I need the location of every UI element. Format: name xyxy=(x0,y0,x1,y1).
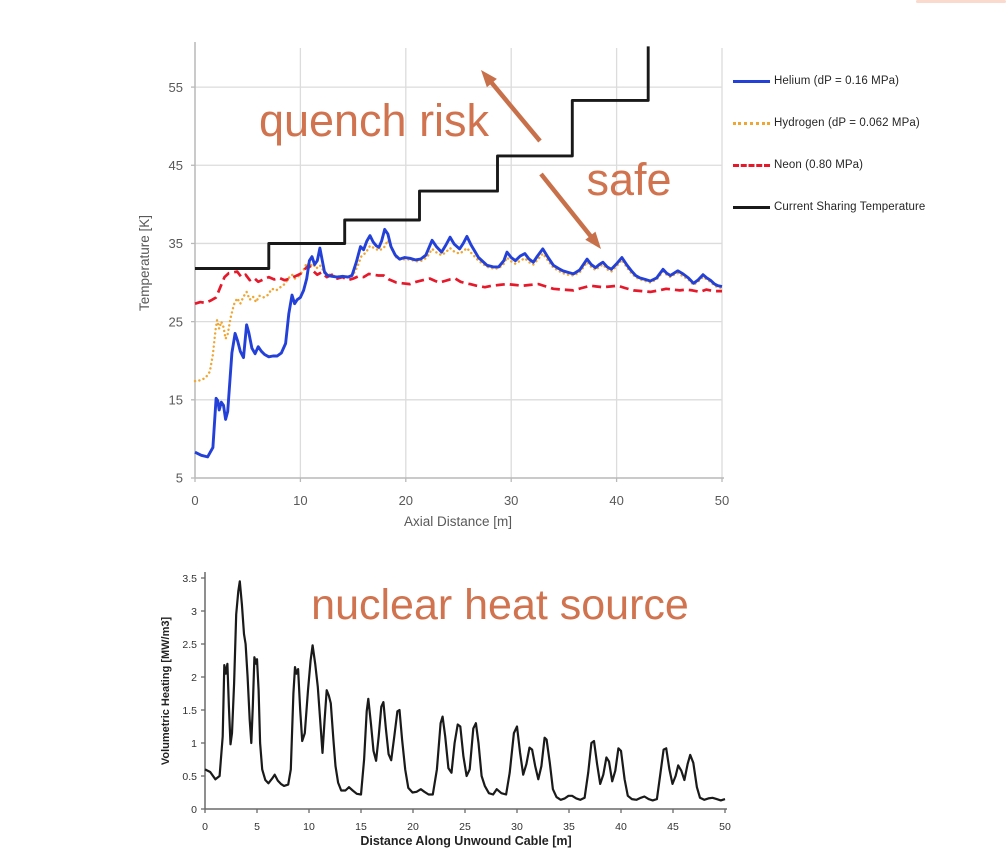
x-tick-label: 30 xyxy=(504,493,518,508)
volumetric-heating-xlabel: Distance Along Unwound Cable [m] xyxy=(360,834,571,848)
y-tick-label: 55 xyxy=(169,80,183,95)
x-tick-label: 35 xyxy=(563,821,575,833)
legend-item-cst: Current Sharing Temperature xyxy=(733,186,925,228)
x-tick-label: 40 xyxy=(615,821,627,833)
hydrogen-line xyxy=(193,239,724,383)
legend-cst-label: Current Sharing Temperature xyxy=(774,201,926,213)
annotation-arrows xyxy=(481,70,601,249)
current-sharing-temperature-line xyxy=(195,46,650,270)
temperature-profile-xlabel: Axial Distance [m] xyxy=(404,514,512,529)
legend-helium-label: Helium (dP = 0.16 MPa) xyxy=(774,75,900,87)
legend-item-helium: Helium (dP = 0.16 MPa) xyxy=(733,60,925,102)
y-tick-label: 15 xyxy=(169,392,183,407)
nuclear-heat-source-annotation: nuclear heat source xyxy=(311,581,689,629)
x-tick-label: 25 xyxy=(459,821,471,833)
y-tick-label: 5 xyxy=(176,471,183,486)
temperature-profile-ylabel: Temperature [K] xyxy=(137,215,152,311)
x-tick-label: 0 xyxy=(202,821,208,833)
legend-cst-line-sample xyxy=(733,205,770,209)
x-tick-label: 15 xyxy=(355,821,367,833)
legend-neon-line-sample xyxy=(733,163,770,167)
legend-hydrogen-label: Hydrogen (dP = 0.062 MPa) xyxy=(774,117,920,129)
legend-helium-line-sample xyxy=(733,79,770,83)
y-tick-label: 1.5 xyxy=(182,705,197,717)
volumetric-heating-chart: 0 5 10 15 20 25 30 35 40 45 50 0 0.5 1 1.5 2 2.5 3 3.5 Dist… xyxy=(160,572,731,848)
quench-risk-arrow xyxy=(487,78,542,143)
y-tick-label: 2.5 xyxy=(182,639,197,651)
x-tick-label: 50 xyxy=(715,493,729,508)
x-tick-label: 40 xyxy=(609,493,623,508)
quench-risk-arrow-head xyxy=(481,70,497,88)
x-tick-label: 45 xyxy=(667,821,679,833)
neon-line xyxy=(194,263,722,305)
x-tick-label: 0 xyxy=(191,493,198,508)
y-tick-label: 3 xyxy=(191,606,197,618)
x-tick-label: 30 xyxy=(511,821,523,833)
safe-arrow xyxy=(539,172,595,241)
x-tick-label: 10 xyxy=(293,493,307,508)
y-tick-label: 45 xyxy=(169,158,183,173)
y-tick-label: 3.5 xyxy=(182,573,197,585)
temperature-profile-chart: 0 10 20 30 40 50 5 15 25 35 45 55 Axial Distance [m]… xyxy=(137,42,729,529)
legend-hydrogen-line-sample xyxy=(733,121,770,125)
y-tick-label: 35 xyxy=(169,236,183,251)
legend-item-neon: Neon (0.80 MPa) xyxy=(733,144,925,186)
y-tick-label: 25 xyxy=(169,314,183,329)
helium-line xyxy=(194,227,723,459)
safe-arrow-head xyxy=(585,231,601,249)
y-tick-label: 2 xyxy=(191,672,197,684)
x-tick-label: 20 xyxy=(399,493,413,508)
x-tick-label: 50 xyxy=(719,821,731,833)
legend-neon-label: Neon (0.80 MPa) xyxy=(774,159,864,171)
legend: Helium (dP = 0.16 MPa) Hydrogen (dP = 0.0… xyxy=(733,60,925,228)
nuclear-heating-line xyxy=(204,580,726,802)
corner-streak-artifact xyxy=(916,0,1006,3)
legend-item-hydrogen: Hydrogen (dP = 0.062 MPa) xyxy=(733,102,925,144)
volumetric-heating-ylabel: Volumetric Heating [MW/m3] xyxy=(160,617,172,766)
x-tick-label: 5 xyxy=(254,821,260,833)
x-tick-label: 20 xyxy=(407,821,419,833)
y-tick-label: 0 xyxy=(191,804,197,816)
x-tick-label: 10 xyxy=(303,821,315,833)
quench-risk-annotation: quench risk xyxy=(258,95,490,146)
y-tick-label: 1 xyxy=(191,738,197,750)
y-tick-label: 0.5 xyxy=(182,771,197,783)
safe-annotation: safe xyxy=(586,154,672,205)
